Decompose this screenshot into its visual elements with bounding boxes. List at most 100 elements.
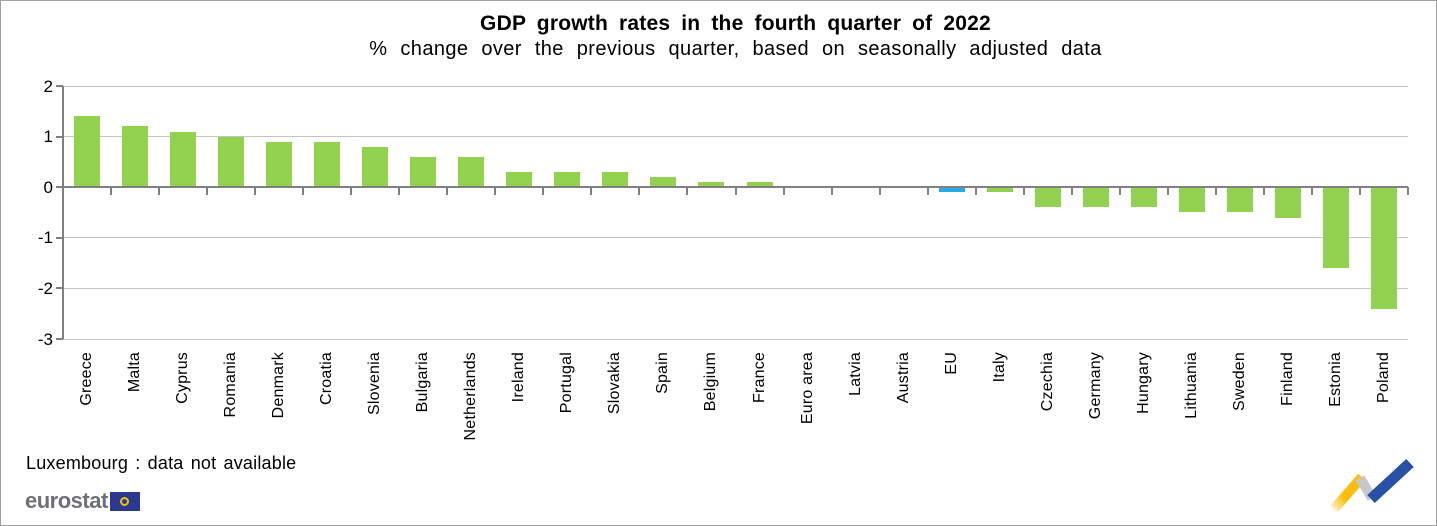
x-axis-tick <box>686 187 689 196</box>
bar-croatia <box>314 141 341 188</box>
x-tick-label-italy: Italy <box>990 352 1008 383</box>
x-axis-tick <box>1358 187 1361 196</box>
y-tick-label-2: 2 <box>43 76 53 96</box>
bar-greece <box>74 116 101 188</box>
y-tick-label-1: 1 <box>43 127 53 147</box>
x-tick-label-slovenia: Slovenia <box>366 352 384 415</box>
x-axis-tick <box>878 187 881 196</box>
bar-slovenia <box>362 146 389 188</box>
x-tick-label-denmark: Denmark <box>270 352 288 419</box>
x-axis-tick <box>110 187 113 196</box>
bar-slovakia <box>602 172 629 188</box>
x-axis-tick <box>1407 187 1409 196</box>
bar-czechia <box>1034 187 1061 208</box>
x-tick-label-portugal: Portugal <box>558 352 576 414</box>
x-tick-label-belgium: Belgium <box>702 352 720 412</box>
bar-lithuania <box>1178 187 1205 213</box>
x-tick-label-ireland: Ireland <box>510 352 528 403</box>
x-axis-tick <box>1118 187 1121 196</box>
eurostat-logo: eurostat <box>25 488 140 514</box>
x-axis-tick <box>302 187 305 196</box>
x-axis-tick <box>638 187 641 196</box>
x-tick-label-finland: Finland <box>1278 352 1296 406</box>
eurostat-logo-text: eurostat <box>25 488 108 513</box>
x-tick-label-estonia: Estonia <box>1326 352 1344 407</box>
y-tick-label--1: -1 <box>37 228 53 248</box>
chart-footnote: Luxembourg : data not available <box>26 453 297 473</box>
gridline--1 <box>63 237 1408 239</box>
y-axis-line <box>62 86 64 339</box>
chart-title: GDP growth rates in the fourth quarter o… <box>480 12 991 35</box>
bar-poland <box>1370 187 1397 309</box>
bar-malta <box>122 126 149 188</box>
bar-eu <box>938 187 965 193</box>
x-axis-tick <box>350 187 353 196</box>
x-axis-tick <box>1022 187 1025 196</box>
x-axis-tick <box>830 187 833 196</box>
x-axis-tick <box>1310 187 1313 196</box>
bar-netherlands <box>458 156 485 188</box>
x-tick-label-eu: EU <box>942 352 960 375</box>
x-axis-tick <box>206 187 209 196</box>
y-tick-label--3: -3 <box>37 329 53 349</box>
x-axis-tick <box>590 187 593 196</box>
y-tick-label--2: -2 <box>37 278 53 298</box>
bar-germany <box>1082 187 1109 208</box>
x-tick-label-germany: Germany <box>1086 352 1104 420</box>
x-axis-tick <box>158 187 161 196</box>
eu-stars-circle-icon <box>120 496 130 506</box>
x-axis-tick <box>446 187 449 196</box>
x-axis-tick <box>1214 187 1217 196</box>
y-tick-label-0: 0 <box>43 177 53 197</box>
gridline-2 <box>63 85 1408 87</box>
gridline--3 <box>63 338 1408 340</box>
bar-romania <box>218 136 245 188</box>
bar-estonia <box>1322 187 1349 269</box>
x-tick-label-bulgaria: Bulgaria <box>414 352 432 413</box>
y-axis-tick-1 <box>56 135 63 138</box>
x-tick-label-slovakia: Slovakia <box>606 352 624 415</box>
y-axis-tick-2 <box>56 85 63 87</box>
trend-zigzag-logo <box>1326 453 1421 520</box>
x-axis-tick <box>1262 187 1265 196</box>
x-tick-label-spain: Spain <box>654 352 672 394</box>
gridline-1 <box>63 136 1408 138</box>
x-axis-tick <box>494 187 497 196</box>
x-axis-tick <box>782 187 785 196</box>
x-axis-tick <box>398 187 401 196</box>
bar-bulgaria <box>410 156 437 188</box>
x-tick-label-croatia: Croatia <box>318 352 336 405</box>
x-tick-label-poland: Poland <box>1374 352 1392 404</box>
trend-zigzag-icon <box>1330 458 1414 513</box>
bar-ireland <box>506 172 533 188</box>
y-axis-tick-0 <box>56 186 63 189</box>
x-tick-label-netherlands: Netherlands <box>462 352 480 441</box>
eu-flag-icon <box>109 491 140 511</box>
x-axis-tick <box>542 187 545 196</box>
x-axis-tick <box>734 187 737 196</box>
y-axis-tick--2 <box>56 287 63 290</box>
bar-spain <box>650 177 677 188</box>
chart-subtitle: % change over the previous quarter, base… <box>369 38 1102 60</box>
bar-portugal <box>554 172 581 188</box>
x-tick-label-malta: Malta <box>126 352 144 393</box>
x-axis-tick <box>1070 187 1073 196</box>
bar-sweden <box>1226 187 1253 213</box>
x-tick-label-hungary: Hungary <box>1134 352 1152 414</box>
x-tick-label-lithuania: Lithuania <box>1182 352 1200 419</box>
x-axis-tick <box>254 187 257 196</box>
y-axis-tick--1 <box>56 236 63 239</box>
x-tick-label-greece: Greece <box>78 352 96 406</box>
gridline--2 <box>63 287 1408 289</box>
y-axis-tick--3 <box>56 338 63 340</box>
x-axis-tick <box>974 187 977 196</box>
x-axis-tick <box>1166 187 1169 196</box>
bar-hungary <box>1130 187 1157 208</box>
bar-denmark <box>266 141 293 188</box>
x-tick-label-latvia: Latvia <box>846 352 864 396</box>
x-tick-label-austria: Austria <box>894 352 912 404</box>
x-tick-label-romania: Romania <box>222 352 240 418</box>
bar-italy <box>986 187 1013 193</box>
x-tick-label-france: France <box>750 352 768 403</box>
